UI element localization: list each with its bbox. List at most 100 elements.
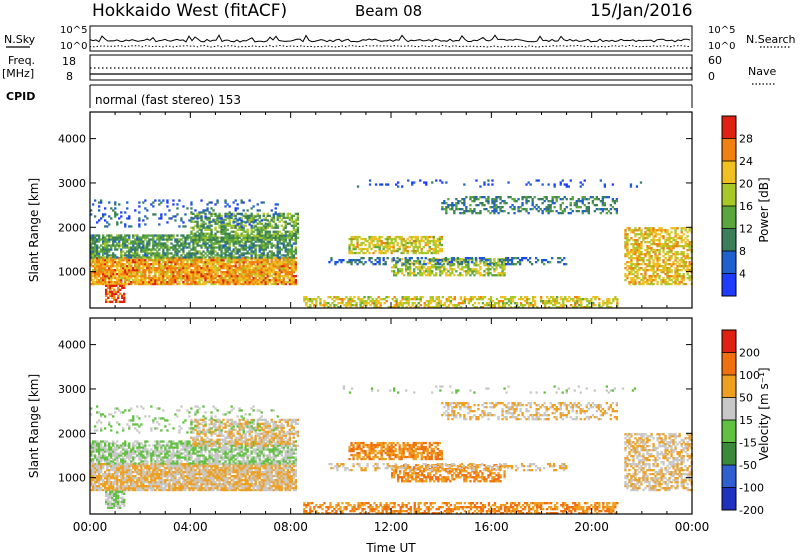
echo-cell (227, 259, 229, 261)
echo-cell (257, 223, 259, 225)
echo-cell (253, 231, 255, 233)
echo-cell (190, 252, 192, 254)
echo-cell (158, 248, 160, 250)
echo-cell (158, 217, 160, 219)
echo-cell (275, 263, 277, 265)
echo-cell (374, 246, 376, 248)
echo-cell (279, 217, 281, 219)
echo-cell (190, 277, 192, 279)
echo-cell (499, 198, 501, 200)
echo-cell (112, 242, 114, 244)
echo-cell (222, 240, 224, 242)
echo-cell (138, 261, 140, 263)
echo-cell (267, 237, 269, 239)
echo-cell (204, 213, 206, 215)
echo-cell (592, 304, 594, 306)
echo-cell (517, 208, 519, 210)
echo-cell (247, 275, 249, 277)
echo-cell (554, 206, 556, 208)
echo-cell (369, 296, 371, 298)
echo-cell (634, 241, 636, 243)
echo-cell (428, 304, 430, 306)
echo-cell (499, 259, 501, 261)
echo-cell (295, 237, 297, 239)
echo-cell (608, 302, 610, 304)
echo-cell (479, 196, 481, 198)
echo-cell (351, 300, 353, 302)
echo-cell (511, 204, 513, 206)
echo-cell (636, 241, 638, 243)
echo-cell (534, 206, 536, 208)
echo-cell (470, 300, 472, 302)
echo-cell (277, 235, 279, 237)
echo-cell (501, 266, 503, 268)
echo-cell (662, 255, 664, 257)
echo-cell (227, 257, 229, 259)
echo-cell (138, 259, 140, 261)
echo-cell (417, 246, 419, 248)
echo-cell (606, 300, 608, 302)
echo-cell (636, 255, 638, 257)
echo-cell (164, 267, 166, 269)
echo-cell (542, 212, 544, 214)
echo-cell (132, 267, 134, 269)
echo-cell (96, 277, 98, 279)
echo-cell (273, 254, 275, 256)
echo-cell (640, 243, 642, 245)
echo-cell (249, 248, 251, 250)
echo-cell (160, 234, 162, 236)
echo-cell (108, 201, 110, 203)
echo-cell (405, 248, 407, 250)
echo-cell (413, 260, 415, 262)
echo-cell (606, 302, 608, 304)
echo-cell (560, 304, 562, 306)
echo-cell (156, 281, 158, 283)
echo-cell (190, 248, 192, 250)
echo-cell (105, 289, 107, 291)
echo-cell (303, 300, 305, 302)
echo-cell (160, 238, 162, 240)
echo-cell (92, 259, 94, 261)
echo-cell (184, 263, 186, 265)
echo-cell (364, 244, 366, 246)
echo-cell (218, 237, 220, 239)
echo-cell (164, 257, 166, 259)
echo-cell (158, 203, 160, 205)
echo-cell (626, 253, 628, 255)
echo-cell (558, 212, 560, 214)
echo-cell (369, 300, 371, 302)
echo-cell (358, 248, 360, 250)
echo-cell (174, 250, 176, 252)
echo-cell (108, 215, 110, 217)
echo-cell (265, 257, 267, 259)
echo-cell (124, 265, 126, 267)
echo-cell (541, 261, 543, 263)
echo-cell (241, 201, 243, 203)
echo-cell (628, 261, 630, 263)
echo-cell (401, 270, 403, 272)
echo-cell (107, 301, 109, 303)
echo-cell (114, 254, 116, 256)
echo-cell (241, 223, 243, 225)
echo-cell (380, 302, 382, 304)
echo-cell (418, 302, 420, 304)
echo-cell (98, 240, 100, 242)
echo-cell (457, 274, 459, 276)
echo-cell (644, 281, 646, 283)
echo-cell (285, 223, 287, 225)
echo-cell (218, 242, 220, 244)
echo-cell (174, 261, 176, 263)
echo-cell (650, 255, 652, 257)
echo-cell (377, 240, 379, 242)
echo-cell (170, 238, 172, 240)
echo-cell (224, 205, 226, 207)
echo-cell (465, 270, 467, 272)
echo-cell (279, 256, 281, 258)
echo-cell (297, 233, 299, 235)
echo-cell (180, 217, 182, 219)
echo-cell (108, 273, 110, 275)
echo-cell (231, 273, 233, 275)
echo-cell (283, 281, 285, 283)
echo-cell (188, 267, 190, 269)
echo-cell (160, 277, 162, 279)
